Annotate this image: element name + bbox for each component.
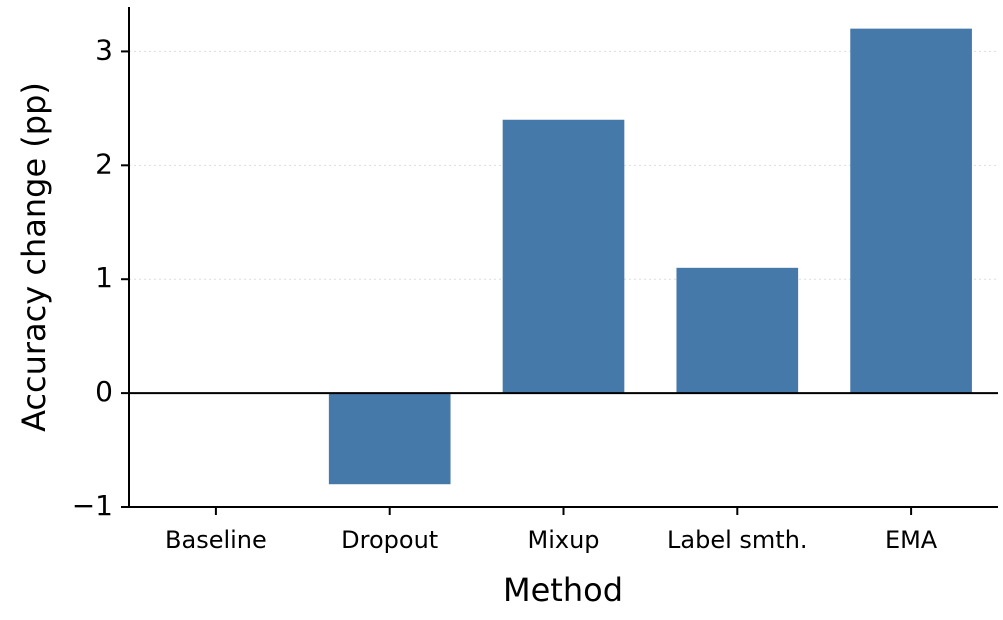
bar [676,267,799,394]
x-tick-label: Baseline [165,526,267,554]
x-tick-label: Label smth. [667,526,808,554]
y-tick-label: −1 [72,489,113,522]
y-axis-label: Accuracy change (pp) [15,82,53,432]
y-tick-label: 2 [95,147,113,180]
y-tick-label: 1 [95,261,113,294]
x-tick-label: Dropout [341,526,438,554]
bar [850,28,972,394]
x-axis-label: Method [503,571,623,609]
bar [328,393,451,485]
y-tick-label: 0 [95,375,113,408]
bar [502,119,625,394]
x-tick-label: Mixup [527,526,599,554]
x-tick-label: EMA [885,526,938,554]
y-tick-label: 3 [95,33,113,66]
